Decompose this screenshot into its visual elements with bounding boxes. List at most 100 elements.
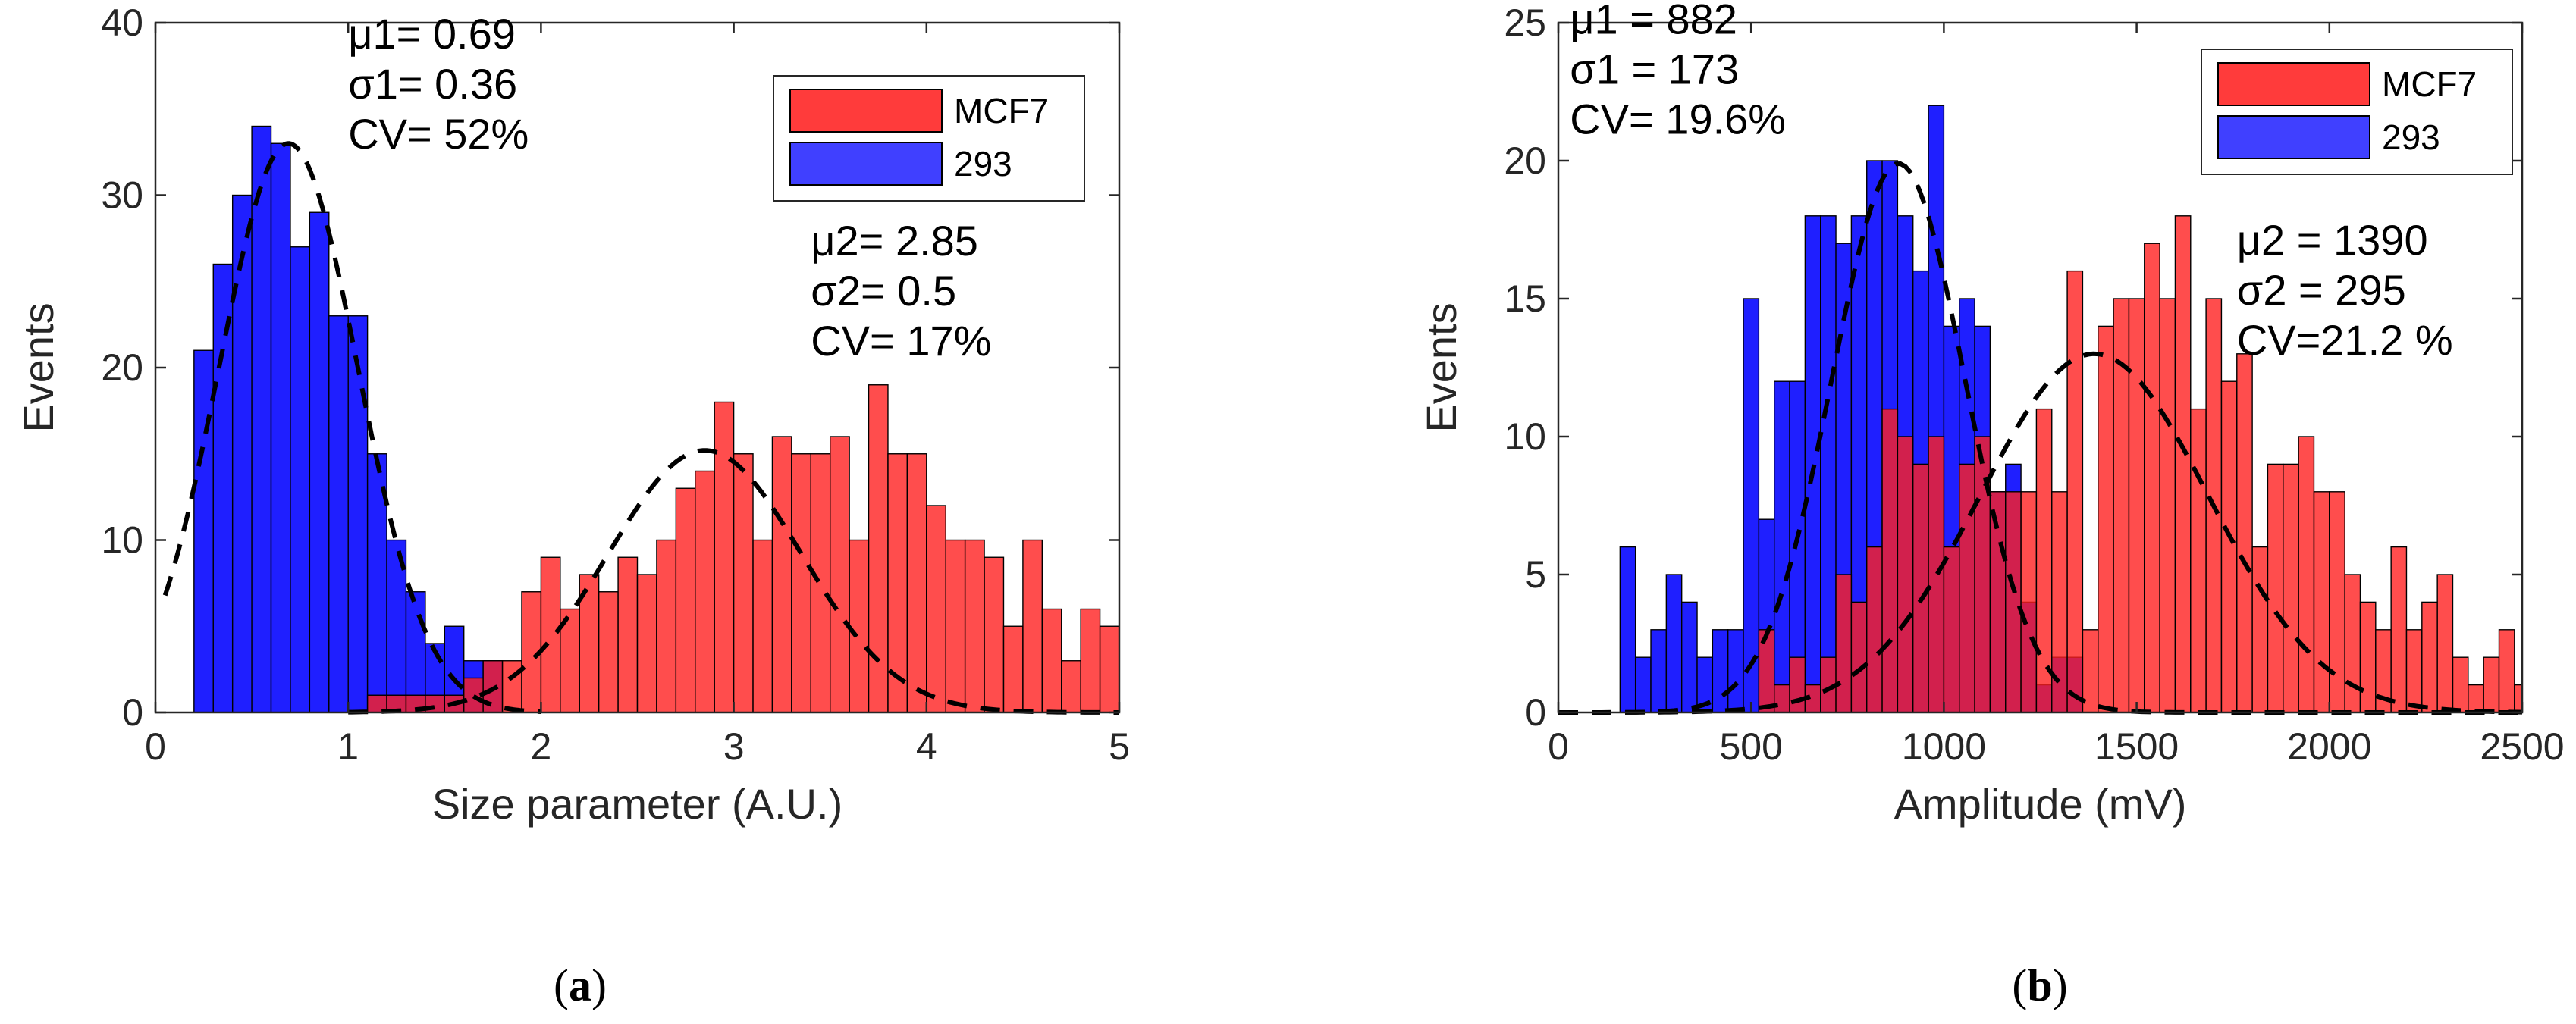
bar-mcf7-8 [501, 660, 522, 713]
bar-mcf7-38 [2344, 574, 2361, 713]
legend: MCF7 293 [773, 75, 1085, 202]
x-tick-label: 4 [916, 725, 937, 768]
fit-annotation-1-line-3: CV= 19.6% [1570, 96, 1786, 143]
bar-mcf7-37 [1061, 660, 1081, 713]
fit-annotation-1-line-3: CV= 52% [348, 110, 529, 158]
x-tick-label: 3 [723, 725, 745, 768]
bar-mcf7-30 [2220, 380, 2238, 713]
bar-293-8 [347, 315, 369, 713]
bar-mcf7-12 [1943, 546, 1960, 713]
panel-a-plot-area [162, 125, 1120, 715]
bar-mcf7-22 [2098, 325, 2114, 713]
bar-mcf7-29 [906, 453, 927, 713]
x-tick-label: 5 [1109, 725, 1130, 768]
bar-293-2 [1650, 629, 1668, 713]
bar-mcf7-33 [984, 556, 1005, 713]
panel-caption: (a) [554, 960, 607, 1010]
legend-label-mcf7: MCF7 [954, 91, 1049, 130]
bar-mcf7-20 [2066, 270, 2084, 713]
bar-mcf7-35 [1022, 539, 1043, 713]
fit-mcf7-curve [1558, 351, 2523, 715]
bar-mcf7-47 [2483, 656, 2500, 713]
bar-293-3 [1665, 574, 1683, 713]
bar-293-4 [270, 142, 291, 713]
bar-293-6 [1712, 629, 1729, 713]
bar-mcf7-39 [1099, 625, 1120, 713]
bar-mcf7-39 [2359, 601, 2377, 713]
bar-mcf7-14 [617, 556, 639, 713]
bar-mcf7-10 [540, 556, 561, 713]
bar-mcf7-27 [868, 384, 889, 713]
legend-label-mcf7: MCF7 [2382, 64, 2477, 104]
bar-mcf7-48 [2498, 629, 2515, 713]
bar-mcf7-28 [2190, 408, 2207, 713]
bar-mcf7-9 [1897, 436, 1914, 713]
legend: MCF7 293 [2201, 49, 2513, 175]
x-tick-label: 2 [530, 725, 551, 768]
bar-mcf7-24 [2128, 298, 2145, 713]
legend-label-293: 293 [2382, 117, 2440, 157]
panel-b-plot-area [1558, 105, 2523, 715]
bar-293-12 [1804, 215, 1821, 713]
bar-mcf7-6 [1850, 601, 1868, 713]
x-axis-label: Amplitude (mV) [1894, 780, 2187, 828]
bar-293-7 [1727, 629, 1744, 713]
bar-mcf7-45 [2452, 656, 2469, 713]
bar-mcf7-18 [695, 470, 715, 713]
bar-mcf7-22 [771, 436, 792, 713]
fit-annotation-2-line-3: CV= 17% [811, 317, 991, 365]
fit-annotation-2-line-2: σ2 = 295 [2237, 266, 2406, 314]
y-axis-label: Events [14, 302, 62, 432]
legend-label-293: 293 [954, 144, 1012, 183]
bar-mcf7-31 [945, 539, 966, 713]
bar-mcf7-16 [2005, 491, 2022, 713]
y-tick-label: 30 [101, 174, 143, 217]
bar-mcf7-34 [2283, 463, 2299, 713]
legend-swatch-mcf7 [789, 89, 943, 133]
bar-mcf7-26 [849, 539, 870, 713]
fit-annotation-2-line-1: μ2= 2.85 [811, 217, 978, 265]
fit-annotation-2-line-3: CV=21.2 % [2237, 316, 2453, 364]
bar-293-13 [1820, 215, 1837, 713]
bar-mcf7-38 [1080, 608, 1101, 713]
bar-mcf7-43 [2421, 601, 2438, 713]
bar-mcf7-36 [1041, 608, 1062, 713]
bar-mcf7-13 [598, 591, 619, 713]
x-tick-label: 0 [1548, 725, 1569, 768]
x-axis-label: Size parameter (A.U.) [432, 780, 843, 828]
fit-293-curve [162, 141, 541, 714]
x-tick-label: 1 [337, 725, 359, 768]
bar-mcf7-1 [1774, 684, 1790, 713]
legend-swatch-293 [2217, 115, 2370, 159]
y-tick-label: 20 [101, 346, 143, 389]
y-tick-label: 10 [101, 519, 143, 562]
bar-mcf7-32 [2251, 546, 2269, 713]
axes-box [1557, 21, 2524, 714]
bar-mcf7-24 [810, 453, 831, 713]
bar-mcf7-23 [791, 453, 811, 713]
bar-mcf7-32 [964, 539, 985, 713]
bar-293-7 [328, 315, 349, 713]
bar-mcf7-41 [2390, 546, 2408, 713]
bar-mcf7-17 [675, 487, 696, 713]
y-tick-label: 5 [1525, 553, 1546, 596]
y-tick-label: 25 [1504, 2, 1546, 44]
fit-annotation-1-line-1: μ1 = 882 [1570, 0, 1737, 43]
bar-293-6 [309, 211, 330, 713]
y-tick-label: 0 [1525, 691, 1546, 734]
legend-swatch-293 [789, 142, 943, 186]
bar-293-0 [1619, 546, 1636, 713]
x-tick-label: 2000 [2287, 725, 2371, 768]
bar-mcf7-42 [2405, 629, 2423, 713]
bar-293-4 [1680, 601, 1698, 713]
fit-mcf7-curve [348, 448, 1119, 715]
y-tick-label: 40 [101, 2, 143, 44]
x-tick-label: 0 [145, 725, 166, 768]
x-tick-label: 1000 [1902, 725, 1986, 768]
bar-mcf7-31 [2236, 353, 2253, 713]
panel-a: 0 1 2 3 4 5 0 10 20 30 40 Size parameter (A.U.) Even… [14, 2, 1130, 1010]
legend-swatch-mcf7 [2217, 62, 2370, 106]
bar-mcf7-46 [2468, 684, 2484, 713]
bar-293-3 [251, 125, 272, 713]
